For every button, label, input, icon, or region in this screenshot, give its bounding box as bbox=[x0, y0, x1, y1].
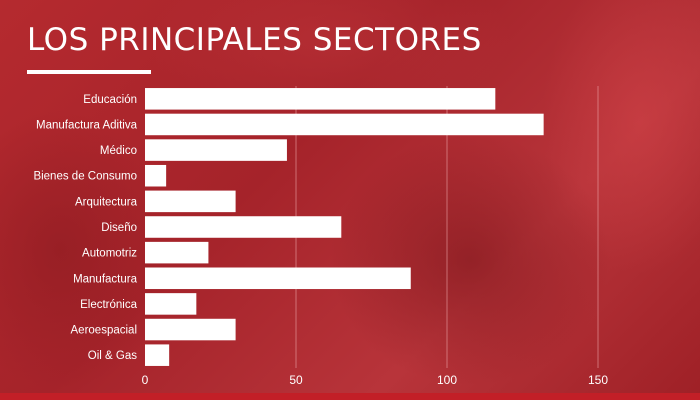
category-label: Educación bbox=[83, 94, 137, 106]
bar bbox=[145, 113, 544, 136]
x-tick-label: 150 bbox=[588, 373, 608, 387]
bar bbox=[145, 318, 236, 341]
bars bbox=[145, 88, 544, 366]
bar bbox=[145, 293, 197, 315]
bar bbox=[145, 164, 167, 187]
category-label: Arquitectura bbox=[75, 196, 138, 208]
x-tick-label: 100 bbox=[437, 373, 457, 387]
x-axis-tick-labels: 0 50 100 150 bbox=[142, 373, 609, 387]
category-label: Médico bbox=[100, 145, 137, 157]
category-label: Bienes de Consumo bbox=[33, 171, 137, 183]
bottom-accent-bar bbox=[0, 393, 700, 400]
category-label: Automotriz bbox=[82, 248, 137, 260]
category-label: Oil & Gas bbox=[88, 350, 137, 362]
category-label: Diseño bbox=[101, 222, 137, 234]
bar bbox=[145, 344, 170, 366]
category-label: Electrónica bbox=[80, 299, 137, 311]
category-label: Manufactura bbox=[73, 273, 138, 285]
category-label: Aeroespacial bbox=[71, 325, 137, 337]
bar bbox=[145, 88, 496, 110]
title-underline bbox=[27, 70, 151, 74]
chart-title: LOS PRINCIPALES SECTORES bbox=[27, 22, 482, 58]
x-tick-label: 0 bbox=[142, 373, 149, 387]
x-tick-label: 50 bbox=[289, 373, 303, 387]
category-label: Manufactura Aditiva bbox=[36, 119, 138, 131]
bar bbox=[145, 267, 411, 290]
category-labels: Educación Manufactura Aditiva Médico Bienes… bbox=[33, 94, 137, 362]
bar bbox=[145, 241, 209, 264]
bar bbox=[145, 216, 342, 238]
bar bbox=[145, 190, 236, 213]
bar bbox=[145, 139, 287, 161]
